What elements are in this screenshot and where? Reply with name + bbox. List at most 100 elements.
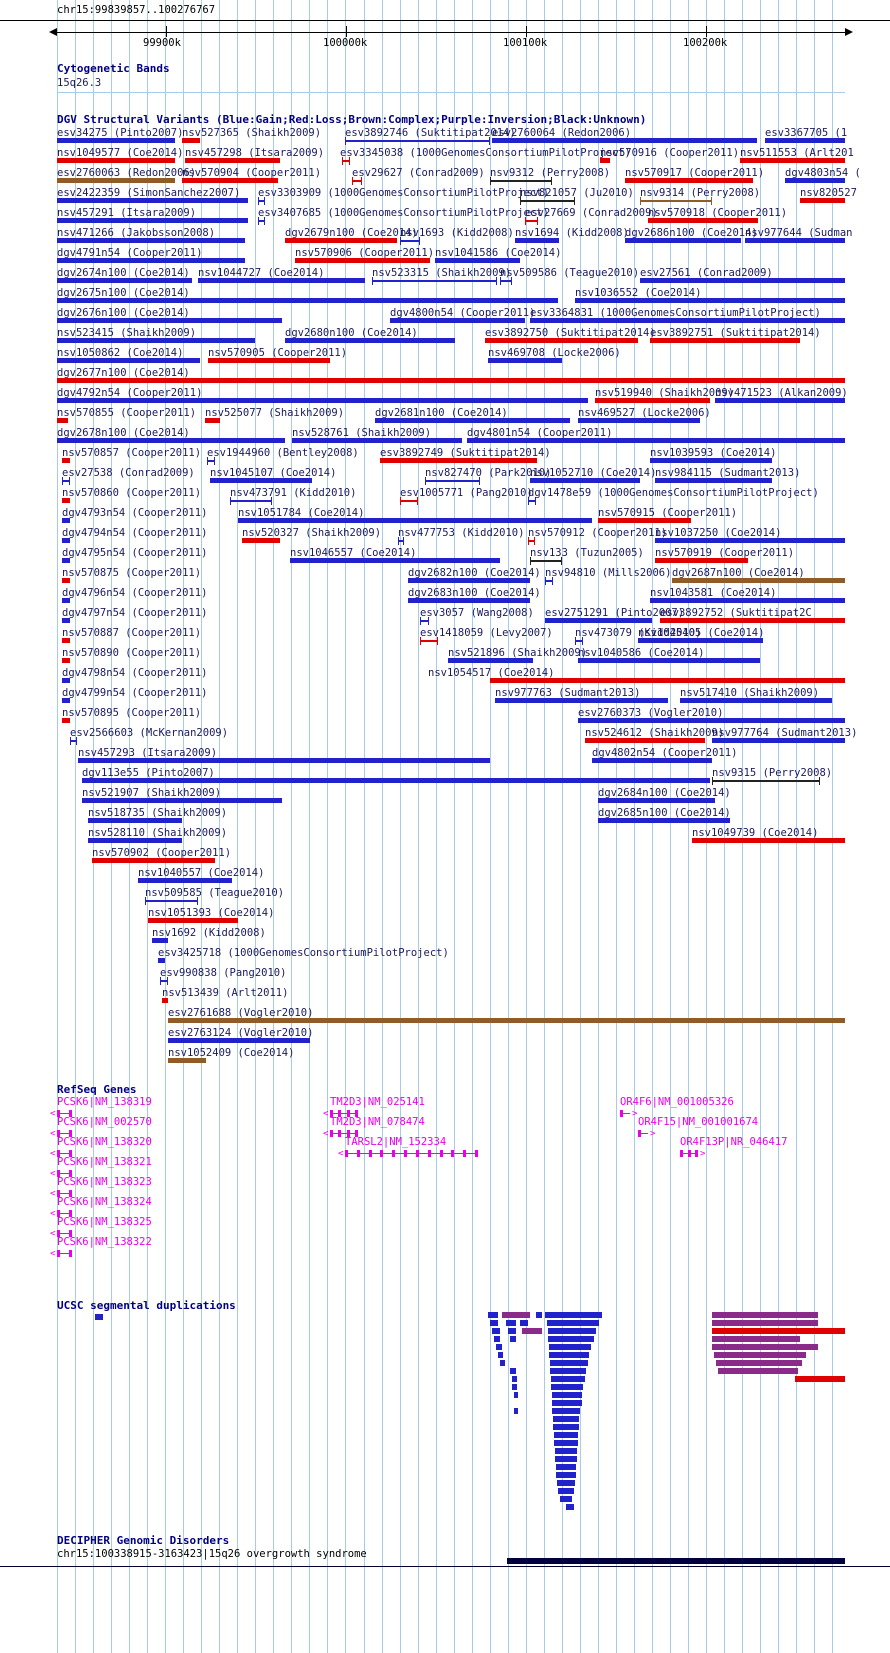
variant-label[interactable]: dgv4797n54 (Cooper2011) <box>62 607 208 619</box>
variant-label[interactable]: dgv2684n100 (Coe2014) <box>598 787 731 799</box>
segdup-bar[interactable] <box>549 1344 591 1350</box>
variant-label[interactable]: dgv2677n100 (Coe2014) <box>57 367 190 379</box>
variant-label[interactable]: nsv469527 (Locke2006) <box>578 407 711 419</box>
variant-label[interactable]: nsv520327 (Shaikh2009) <box>242 527 382 539</box>
variant-bar[interactable] <box>185 158 280 163</box>
variant-label[interactable]: dgv4796n54 (Cooper2011) <box>62 587 208 599</box>
variant-label[interactable]: nsv1045405 (Coe2014) <box>638 627 765 639</box>
variant-label[interactable]: esv3425718 (1000GenomesConsortiumPilotPr… <box>158 947 449 959</box>
variant-label[interactable]: nsv1694 (Kidd2008) <box>515 227 629 239</box>
variant-label[interactable]: esv3892749 (Suktitipat2014) <box>380 447 551 459</box>
variant-bar[interactable] <box>380 458 537 463</box>
variant-label[interactable]: nsv521896 (Shaikh2009) <box>448 647 588 659</box>
gene-glyph-line[interactable] <box>57 1133 72 1134</box>
variant-bar[interactable] <box>578 418 700 423</box>
variant-bar[interactable] <box>490 678 845 683</box>
gene-label[interactable]: PCSK6|NM_138321 <box>57 1156 152 1168</box>
variant-bar[interactable] <box>578 718 845 723</box>
variant-bar[interactable] <box>545 580 553 582</box>
variant-bar[interactable] <box>57 238 245 243</box>
gene-glyph-line[interactable] <box>57 1213 72 1214</box>
segdup-bar[interactable] <box>551 1376 585 1382</box>
variant-bar[interactable] <box>515 238 559 243</box>
segdup-bar[interactable] <box>712 1312 818 1318</box>
variant-label[interactable]: nsv1052710 (Coe2014) <box>530 467 657 479</box>
variant-bar[interactable] <box>62 598 70 603</box>
variant-label[interactable]: nsv1040557 (Coe2014) <box>138 867 265 879</box>
variant-bar[interactable] <box>598 818 730 823</box>
variant-bar[interactable] <box>70 740 77 742</box>
variant-bar[interactable] <box>145 900 198 902</box>
variant-label[interactable]: nsv523415 (Shaikh2009) <box>57 327 197 339</box>
gene-label[interactable]: PCSK6|NM_138319 <box>57 1096 152 1108</box>
variant-bar[interactable] <box>500 280 512 282</box>
segdup-bar[interactable] <box>551 1384 583 1390</box>
variant-label[interactable]: nsv984115 (Sudmant2013) <box>655 467 801 479</box>
variant-bar[interactable] <box>57 138 175 143</box>
gene-label[interactable]: PCSK6|NM_138325 <box>57 1216 152 1228</box>
segdup-bar[interactable] <box>520 1320 528 1326</box>
variant-label[interactable]: esv2760063 (Redon2006) <box>57 167 197 179</box>
variant-bar[interactable] <box>495 698 668 703</box>
variant-label[interactable]: nsv1049739 (Coe2014) <box>692 827 819 839</box>
variant-label[interactable]: nsv1037250 (Coe2014) <box>655 527 782 539</box>
variant-bar[interactable] <box>258 200 265 202</box>
variant-label[interactable]: esv3892752 (Suktitipat2C <box>660 607 812 619</box>
variant-bar[interactable] <box>57 358 200 363</box>
variant-label[interactable]: nsv1052409 (Coe2014) <box>168 1047 295 1059</box>
variant-label[interactable]: dgv2675n100 (Coe2014) <box>57 287 190 299</box>
variant-label[interactable]: esv990838 (Pang2010) <box>160 967 287 979</box>
variant-label[interactable]: nsv1036552 (Coe2014) <box>575 287 702 299</box>
variant-label[interactable]: nsv1050862 (Coe2014) <box>57 347 184 359</box>
variant-label[interactable]: nsv1051393 (Coe2014) <box>148 907 275 919</box>
variant-bar[interactable] <box>420 640 438 642</box>
segdup-bar[interactable] <box>718 1368 798 1374</box>
variant-bar[interactable] <box>92 858 215 863</box>
variant-label[interactable]: nsv518735 (Shaikh2009) <box>88 807 228 819</box>
variant-bar[interactable] <box>785 178 845 183</box>
gene-label[interactable]: PCSK6|NM_138323 <box>57 1176 152 1188</box>
gene-label[interactable]: OR4F13P|NR_046417 <box>680 1136 788 1148</box>
variant-bar[interactable] <box>408 598 530 603</box>
variant-bar[interactable] <box>88 818 182 823</box>
variant-label[interactable]: nsv570890 (Cooper2011) <box>62 647 202 659</box>
variant-bar[interactable] <box>525 220 538 222</box>
decipher-entry-label[interactable]: chr15:100338915-3163423|15q26 overgrowth… <box>57 1548 367 1560</box>
variant-label[interactable]: nsv570855 (Cooper2011) <box>57 407 197 419</box>
variant-label[interactable]: dgv2683n100 (Coe2014) <box>408 587 541 599</box>
segdup-bar[interactable] <box>494 1336 500 1342</box>
variant-label[interactable]: nsv9315 (Perry2008) <box>712 767 833 779</box>
segdup-bar[interactable] <box>548 1328 596 1334</box>
gene-label[interactable]: TM2D3|NM_078474 <box>330 1116 425 1128</box>
segdup-bar[interactable] <box>514 1408 518 1414</box>
variant-label[interactable]: nsv1693 (Kidd2008) <box>400 227 514 239</box>
variant-bar[interactable] <box>82 778 710 783</box>
variant-label[interactable]: nsv517410 (Shaikh2009) <box>680 687 820 699</box>
variant-bar[interactable] <box>598 798 715 803</box>
segdup-bar[interactable] <box>553 1416 579 1422</box>
variant-bar[interactable] <box>492 138 757 143</box>
variant-label[interactable]: esv3345038 (1000GenomesConsortiumPilotPr… <box>340 147 631 159</box>
variant-bar[interactable] <box>528 500 536 502</box>
variant-bar[interactable] <box>62 678 70 683</box>
variant-bar[interactable] <box>62 718 70 723</box>
variant-label[interactable]: dgv2681n100 (Coe2014) <box>375 407 508 419</box>
variant-bar[interactable] <box>448 658 533 663</box>
variant-label[interactable]: dgv2686n100 (Coe2014) <box>625 227 758 239</box>
variant-label[interactable]: nsv570875 (Cooper2011) <box>62 567 202 579</box>
segdup-bar[interactable] <box>712 1344 818 1350</box>
segdup-bar[interactable] <box>566 1504 574 1510</box>
variant-bar[interactable] <box>490 180 552 182</box>
variant-bar[interactable] <box>78 758 490 763</box>
variant-label[interactable]: dgv4792n54 (Cooper2011) <box>57 387 203 399</box>
variant-label[interactable]: esv2761688 (Vogler2010) <box>168 1007 314 1019</box>
variant-bar[interactable] <box>712 738 845 743</box>
segdup-bar[interactable] <box>500 1360 505 1366</box>
variant-label[interactable]: nsv1040586 (Coe2014) <box>578 647 705 659</box>
segdup-bar[interactable] <box>555 1448 577 1454</box>
segdup-bar[interactable] <box>506 1320 516 1326</box>
variant-bar[interactable] <box>62 498 70 503</box>
variant-label[interactable]: dgv4791n54 (Cooper2011) <box>57 247 203 259</box>
variant-label[interactable]: nsv133 (Tuzun2005) <box>530 547 644 559</box>
variant-label[interactable]: nsv1041586 (Coe2014) <box>435 247 562 259</box>
